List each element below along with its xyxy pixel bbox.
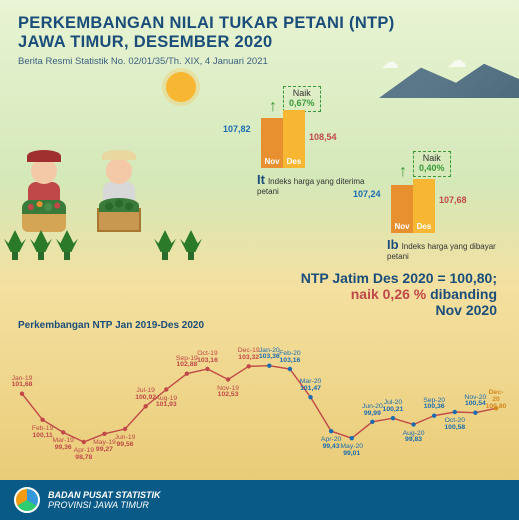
ts-point: Feb-19100,11: [32, 426, 54, 440]
summary-line-2: naik 0,26 % dibanding: [301, 286, 497, 302]
it-naik-box: Naik 0,67%: [283, 86, 321, 112]
farmer-woman: [28, 158, 60, 218]
ib-desc: Indeks harga yang dibayar petani: [387, 242, 496, 261]
sun-icon: [166, 72, 196, 102]
ts-point: Sep-20100,36: [423, 398, 445, 412]
ts-point: Aug-19101,93: [155, 396, 177, 410]
bps-logo-icon: [14, 487, 40, 513]
ts-point: Sep-19102,88: [176, 356, 198, 370]
it-bar-nov-label: Nov: [261, 157, 283, 166]
footer: BADAN PUSAT STATISTIK PROVINSI JAWA TIMU…: [0, 480, 519, 520]
ts-point: Dec-20100,80: [486, 390, 507, 410]
ts-point: Feb-20103,16: [279, 351, 301, 365]
ts-point: Oct-19103,16: [197, 351, 218, 365]
ib-bar-des-label: Des: [413, 222, 435, 231]
ts-point: May-2099,01: [340, 444, 363, 458]
header: PERKEMBANGAN NILAI TUKAR PETANI (NTP) JA…: [0, 0, 519, 71]
timeseries-chart: Jan-19101,68 Feb-19100,11Mar-1999,36Apr-1…: [14, 337, 505, 467]
ts-point: Apr-1998,78: [74, 448, 94, 462]
ib-index-group: Naik 0,40% ↑ 107,24 Nov Des 107,68 IbInd…: [355, 175, 505, 261]
ts-point: Mar-20101,47: [300, 379, 322, 393]
ts-point: Jan-19101,68: [12, 376, 33, 390]
ts-point: Dec-19103,32: [238, 348, 260, 362]
it-val-des: 108,54: [309, 132, 337, 142]
ib-index-label: IbIndeks harga yang dibayar petani: [387, 237, 505, 261]
it-bars: 107,82 Nov Des 108,54: [261, 110, 375, 168]
timeseries-section: Perkembangan NTP Jan 2019-Des 2020 Jan-1…: [0, 320, 519, 480]
ib-naik-box: Naik 0,40%: [413, 151, 451, 177]
ts-point: Jul-20100,21: [383, 400, 404, 414]
cloud-icon: ☁: [381, 52, 399, 73]
ib-val-des: 107,68: [439, 195, 467, 205]
summary-line-3: Nov 2020: [301, 302, 497, 318]
it-bar-des-label: Des: [283, 157, 305, 166]
summary-block: NTP Jatim Des 2020 = 100,80; naik 0,26 %…: [301, 270, 497, 318]
summary-rest: dibanding: [426, 286, 497, 302]
footer-line-2: PROVINSI JAWA TIMUR: [48, 500, 161, 510]
ts-point: Jan-20103,36: [259, 348, 280, 362]
title-line-1: PERKEMBANGAN NILAI TUKAR PETANI (NTP): [18, 14, 501, 33]
summary-pct: naik 0,26 %: [351, 286, 427, 302]
it-index-group: Naik 0,67% ↑ 107,82 Nov Des 108,54 ItInd…: [225, 110, 375, 196]
ib-bars: 107,24 Nov Des 107,68: [391, 175, 505, 233]
ib-naik-pct: 0,40%: [419, 163, 445, 173]
footer-line-1: BADAN PUSAT STATISTIK: [48, 490, 161, 500]
ts-point: Aug-2099,83: [403, 431, 425, 445]
ts-point: Nov-19102,53: [217, 386, 239, 400]
ts-point: Jun-2099,99: [362, 404, 383, 418]
farmers-illustration: [18, 90, 188, 260]
ib-symbol: Ib: [387, 237, 399, 252]
footer-text: BADAN PUSAT STATISTIK PROVINSI JAWA TIMU…: [48, 490, 161, 511]
ts-point: Jul-19100,92: [135, 388, 156, 402]
timeseries-title: Perkembangan NTP Jan 2019-Des 2020: [18, 320, 505, 331]
ts-point: Oct-20100,58: [444, 418, 465, 432]
ts-point: May-1999,27: [93, 440, 116, 454]
summary-line-1: NTP Jatim Des 2020 = 100,80;: [301, 270, 497, 286]
ts-point: Apr-2099,43: [321, 437, 341, 451]
ts-point: Nov-20100,54: [464, 395, 486, 409]
ib-bar-nov-label: Nov: [391, 222, 413, 231]
title-line-2: JAWA TIMUR, DESEMBER 2020: [18, 33, 501, 52]
subtitle: Berita Resmi Statistik No. 02/01/35/Th. …: [18, 56, 501, 67]
ts-point: Mar-1999,36: [52, 438, 74, 452]
cloud-icon: ☁: [447, 48, 467, 73]
it-desc: Indeks harga yang diterima petani: [257, 177, 364, 196]
farmer-man: [103, 158, 135, 218]
ts-point: Jun-1999,56: [115, 435, 136, 449]
crops-decor: [4, 212, 208, 260]
it-symbol: It: [257, 172, 265, 187]
ib-val-nov: 107,24: [353, 189, 381, 199]
it-val-nov: 107,82: [223, 124, 251, 134]
it-naik-pct: 0,67%: [289, 98, 315, 108]
